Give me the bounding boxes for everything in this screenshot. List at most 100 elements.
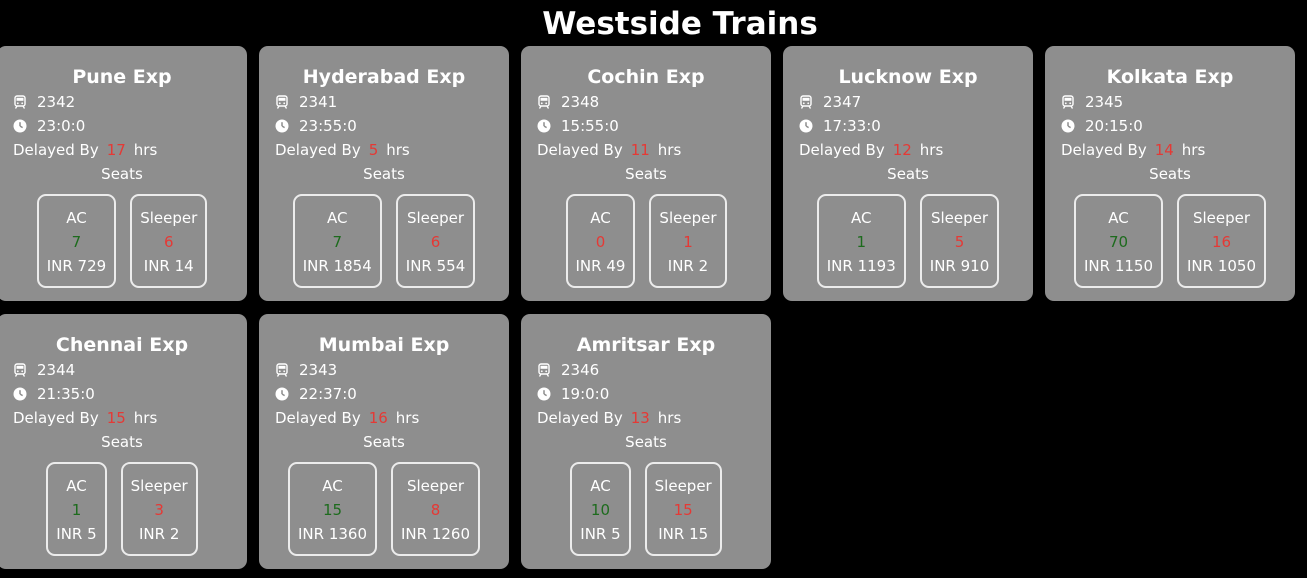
ac-seat-box[interactable]: AC 0 INR 49 — [565, 194, 636, 288]
delay-prefix: Delayed By — [275, 409, 361, 427]
train-icon — [1062, 95, 1074, 109]
train-number-row: 2344 — [13, 360, 75, 380]
train-name: Mumbai Exp — [318, 334, 450, 356]
train-card[interactable]: Kolkata Exp 2345 20:15:0 Delayed By 14 — [1045, 46, 1295, 301]
sleeper-price: INR 2 — [667, 257, 709, 275]
ac-label: AC — [66, 477, 87, 495]
departure-time: 22:37:0 — [299, 385, 357, 403]
seats-label: Seats — [101, 433, 143, 451]
train-name: Hyderabad Exp — [302, 66, 466, 88]
seat-boxes: AC 7 INR 1854 Sleeper 6 INR 554 — [259, 194, 509, 288]
sleeper-seat-count: 6 — [163, 233, 174, 251]
train-number: 2345 — [1085, 93, 1124, 111]
delay-row: Delayed By 13 hrs — [537, 408, 681, 428]
sleeper-seat-count: 1 — [683, 233, 693, 251]
train-card[interactable]: Pune Exp 2342 23:0:0 Delayed By 17 h — [0, 46, 247, 301]
train-card[interactable]: Hyderabad Exp 2341 23:55:0 Delayed By 5 — [259, 46, 509, 301]
ac-seat-box[interactable]: AC 7 INR 729 — [36, 194, 117, 288]
delay-row: Delayed By 17 hrs — [13, 140, 157, 160]
train-card[interactable]: Lucknow Exp 2347 17:33:0 Delayed By 12 — [783, 46, 1033, 301]
delay-prefix: Delayed By — [537, 141, 623, 159]
ac-seat-box[interactable]: AC 1 INR 5 — [46, 462, 107, 556]
sleeper-seat-box[interactable]: Sleeper 8 INR 1260 — [391, 462, 481, 556]
seats-label: Seats — [887, 165, 929, 183]
seats-label: Seats — [363, 165, 405, 183]
train-card[interactable]: Chennai Exp 2344 21:35:0 Delayed By 15 — [0, 314, 247, 569]
sleeper-price: INR 554 — [405, 257, 466, 275]
seats-label: Seats — [625, 165, 667, 183]
delay-hours: 17 — [106, 141, 126, 159]
seat-boxes: AC 1 INR 1193 Sleeper 5 INR 910 — [783, 194, 1033, 288]
delay-hours: 16 — [368, 409, 388, 427]
departure-time-row: 20:15:0 — [1061, 116, 1143, 136]
ac-seat-count: 10 — [590, 501, 610, 519]
ac-label: AC — [327, 209, 348, 227]
sleeper-price: INR 2 — [139, 525, 180, 543]
clock-icon — [537, 119, 551, 133]
delay-prefix: Delayed By — [1061, 141, 1147, 159]
delay-prefix: Delayed By — [275, 141, 361, 159]
ac-label: AC — [322, 477, 343, 495]
train-icon — [538, 363, 550, 377]
departure-time-row: 23:55:0 — [275, 116, 357, 136]
sleeper-price: INR 1260 — [401, 525, 471, 543]
train-icon — [800, 95, 812, 109]
sleeper-seat-box[interactable]: Sleeper 15 INR 15 — [644, 462, 722, 556]
delay-prefix: Delayed By — [799, 141, 885, 159]
ac-seat-box[interactable]: AC 7 INR 1854 — [292, 194, 382, 288]
ac-seat-count: 7 — [71, 233, 82, 251]
train-grid: Pune Exp 2342 23:0:0 Delayed By 17 h — [0, 46, 1307, 569]
sleeper-price: INR 1050 — [1187, 257, 1257, 275]
sleeper-seat-box[interactable]: Sleeper 1 INR 2 — [649, 194, 727, 288]
ac-price: INR 5 — [580, 525, 621, 543]
ac-seat-box[interactable]: AC 15 INR 1360 — [287, 462, 377, 556]
departure-time: 23:55:0 — [299, 117, 357, 135]
train-icon — [538, 95, 550, 109]
seats-label: Seats — [101, 165, 143, 183]
train-number: 2348 — [561, 93, 600, 111]
delay-row: Delayed By 11 hrs — [537, 140, 681, 160]
train-icon — [14, 95, 26, 109]
delay-prefix: Delayed By — [13, 141, 99, 159]
ac-seat-box[interactable]: AC 10 INR 5 — [570, 462, 631, 556]
ac-label: AC — [590, 477, 611, 495]
train-number: 2343 — [299, 361, 338, 379]
seats-label: Seats — [363, 433, 405, 451]
seat-boxes: AC 0 INR 49 Sleeper 1 INR 2 — [521, 194, 771, 288]
departure-time-row: 23:0:0 — [13, 116, 85, 136]
delay-suffix: hrs — [1181, 141, 1206, 159]
delay-hours: 13 — [630, 409, 650, 427]
page-title: Westside Trains — [542, 6, 818, 42]
sleeper-label: Sleeper — [659, 209, 717, 227]
train-card[interactable]: Cochin Exp 2348 15:55:0 Delayed By 11 — [521, 46, 771, 301]
sleeper-label: Sleeper — [930, 209, 989, 227]
delay-suffix: hrs — [133, 409, 158, 427]
sleeper-seat-box[interactable]: Sleeper 6 INR 554 — [395, 194, 476, 288]
ac-seat-count: 7 — [332, 233, 343, 251]
clock-icon — [799, 119, 813, 133]
clock-icon — [275, 119, 289, 133]
train-icon — [276, 363, 288, 377]
sleeper-seat-box[interactable]: Sleeper 5 INR 910 — [919, 194, 1000, 288]
sleeper-seat-count: 16 — [1211, 233, 1232, 251]
train-name: Lucknow Exp — [838, 66, 978, 88]
train-number: 2341 — [299, 93, 338, 111]
sleeper-seat-count: 15 — [673, 501, 693, 519]
sleeper-seat-box[interactable]: Sleeper 3 INR 2 — [120, 462, 198, 556]
delay-hours: 11 — [630, 141, 650, 159]
delay-hours: 14 — [1154, 141, 1174, 159]
ac-label: AC — [851, 209, 872, 227]
ac-label: AC — [66, 209, 87, 227]
ac-seat-box[interactable]: AC 1 INR 1193 — [816, 194, 906, 288]
train-card[interactable]: Mumbai Exp 2343 22:37:0 Delayed By 16 — [259, 314, 509, 569]
delay-suffix: hrs — [395, 409, 420, 427]
sleeper-price: INR 910 — [929, 257, 990, 275]
ac-seat-box[interactable]: AC 70 INR 1150 — [1073, 194, 1163, 288]
sleeper-seat-box[interactable]: Sleeper 6 INR 14 — [130, 194, 208, 288]
sleeper-seat-box[interactable]: Sleeper 16 INR 1050 — [1177, 194, 1267, 288]
train-number-row: 2347 — [799, 92, 861, 112]
sleeper-seat-count: 5 — [954, 233, 965, 251]
delay-row: Delayed By 12 hrs — [799, 140, 943, 160]
train-card[interactable]: Amritsar Exp 2346 19:0:0 Delayed By 13 — [521, 314, 771, 569]
ac-price: INR 1150 — [1083, 257, 1153, 275]
